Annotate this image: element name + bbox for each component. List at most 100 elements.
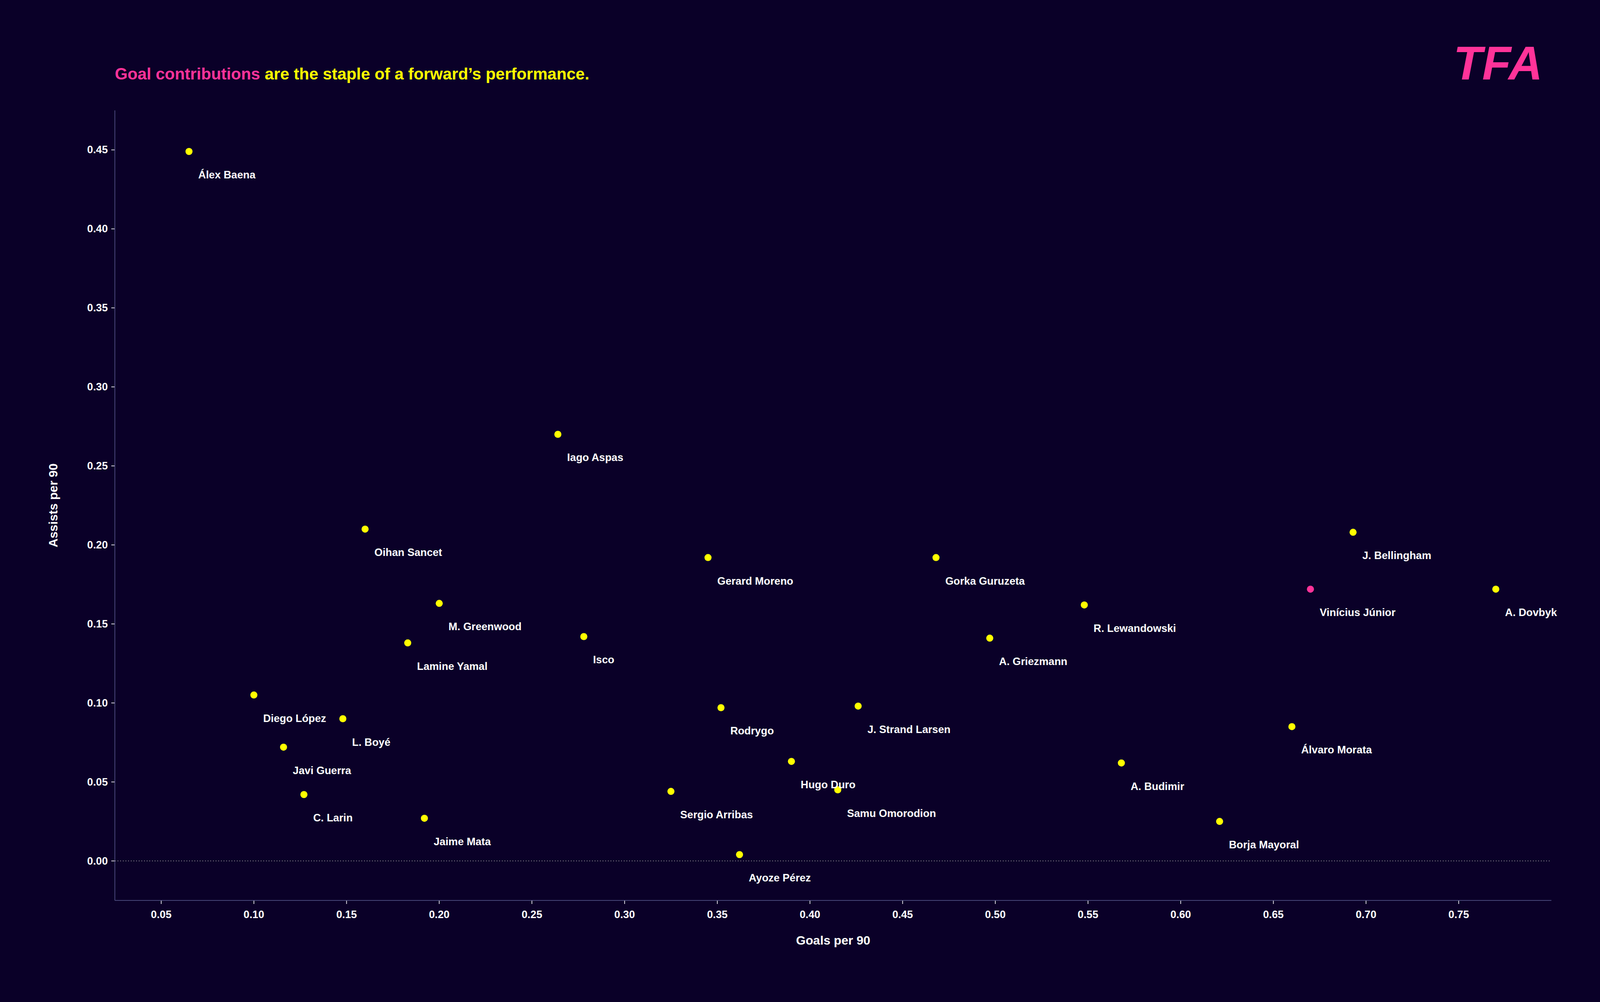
point <box>580 633 588 641</box>
x-tick <box>1458 900 1460 905</box>
point <box>420 815 429 823</box>
point-label: Rodrygo <box>730 724 774 737</box>
point <box>1080 601 1089 609</box>
point-label: Ayoze Pérez <box>748 872 812 884</box>
x-tick <box>531 900 533 905</box>
y-tick-label: 0.35 <box>87 301 108 314</box>
point-labels: Álex Baena Oihan Sancet M. Greenwood Lamine… <box>198 168 1558 884</box>
x-tick <box>253 900 255 905</box>
x-tick-label: 0.55 <box>1077 908 1099 921</box>
point <box>280 743 288 751</box>
x-axis-line <box>114 900 1552 902</box>
x-tick <box>809 900 811 905</box>
x-tick-label: 0.50 <box>985 908 1006 921</box>
y-axis-line <box>114 110 116 901</box>
point <box>300 791 308 799</box>
title-part: Goal contributions <box>114 64 261 84</box>
x-tick <box>1273 900 1274 905</box>
x-tick <box>160 900 162 905</box>
point-label: Álex Baena <box>198 168 256 181</box>
point <box>717 704 725 712</box>
y-tick <box>111 860 115 862</box>
point <box>339 715 347 723</box>
x-tick-label: 0.45 <box>892 908 914 921</box>
point-label: C. Larin <box>313 811 353 824</box>
point-label: J. Bellingham <box>1362 549 1432 562</box>
point-label: Borja Mayoral <box>1228 838 1300 851</box>
x-tick <box>1365 900 1367 905</box>
x-tick-label: 0.75 <box>1448 908 1470 921</box>
y-tick-label: 0.00 <box>87 855 108 868</box>
y-tick-label: 0.40 <box>87 222 108 235</box>
point <box>854 702 862 710</box>
y-tick <box>111 307 115 309</box>
x-tick <box>439 900 440 905</box>
y-tick <box>111 149 115 151</box>
point <box>185 147 193 156</box>
point <box>554 430 562 438</box>
title-part: are the staple of a forward’s performanc… <box>260 64 590 84</box>
point-label: Jaime Mata <box>433 835 492 848</box>
x-tick-label: 0.35 <box>706 908 728 921</box>
y-tick <box>111 228 115 230</box>
y-tick-label: 0.30 <box>87 380 108 393</box>
point <box>1349 528 1357 536</box>
point-label: Diego López <box>263 712 327 725</box>
point <box>735 851 744 859</box>
x-tick-label: 0.30 <box>614 908 636 921</box>
annotations: TFA <box>1453 36 1543 90</box>
x-tick <box>346 900 348 905</box>
point-label: Oihan Sancet <box>374 546 442 559</box>
point-label: L. Boyé <box>352 736 391 749</box>
y-tick-label: 0.15 <box>87 618 108 630</box>
x-axis-title: Goals per 90 <box>796 933 871 948</box>
point <box>435 599 443 607</box>
point-label: Lamine Yamal <box>417 660 488 673</box>
point-label: Vinícius Júnior <box>1319 606 1396 619</box>
x-tick <box>994 900 996 905</box>
x-tick-label: 0.60 <box>1170 908 1191 921</box>
plot-area <box>114 147 1552 862</box>
x-tick <box>1087 900 1089 905</box>
point-label: Javi Guerra <box>292 764 352 777</box>
zero-line <box>114 860 1552 862</box>
x-tick-label: 0.65 <box>1262 908 1284 921</box>
x-tick <box>902 900 904 905</box>
point <box>704 554 712 562</box>
point <box>932 554 940 562</box>
point-label: R. Lewandowski <box>1093 622 1177 635</box>
point <box>1288 723 1296 731</box>
x-tick-label: 0.25 <box>521 908 543 921</box>
point-label: A. Dovbyk <box>1505 606 1558 619</box>
y-tick-label: 0.25 <box>87 459 108 472</box>
x-tick-label: 0.70 <box>1355 908 1377 921</box>
point <box>1492 585 1500 593</box>
point <box>986 634 994 642</box>
title: Goal contributions are the staple of a f… <box>114 64 590 84</box>
point <box>404 639 412 647</box>
y-tick-label: 0.45 <box>87 143 108 156</box>
point-label: Samu Omorodion <box>846 807 936 820</box>
logo: TFA <box>1453 36 1543 90</box>
x-tick <box>1180 900 1182 905</box>
y-tick <box>111 781 115 783</box>
y-tick-label: 0.20 <box>87 538 108 551</box>
point-label: M. Greenwood <box>448 620 522 633</box>
point-label: Gerard Moreno <box>717 575 794 588</box>
x-tick <box>624 900 626 905</box>
point-label: Isco <box>593 653 615 666</box>
point <box>1117 759 1125 767</box>
point <box>788 758 796 766</box>
x-tick-label: 0.15 <box>336 908 357 921</box>
point <box>1216 818 1224 826</box>
y-tick <box>111 465 115 467</box>
point-label: Álvaro Morata <box>1301 743 1373 756</box>
x-tick-label: 0.05 <box>151 908 172 921</box>
background <box>0 0 1600 1002</box>
x-tick-label: 0.10 <box>243 908 265 921</box>
point <box>1307 585 1315 593</box>
point-label: J. Strand Larsen <box>867 723 951 736</box>
y-tick-label: 0.10 <box>87 697 108 710</box>
y-tick <box>111 386 115 388</box>
point <box>667 788 675 796</box>
